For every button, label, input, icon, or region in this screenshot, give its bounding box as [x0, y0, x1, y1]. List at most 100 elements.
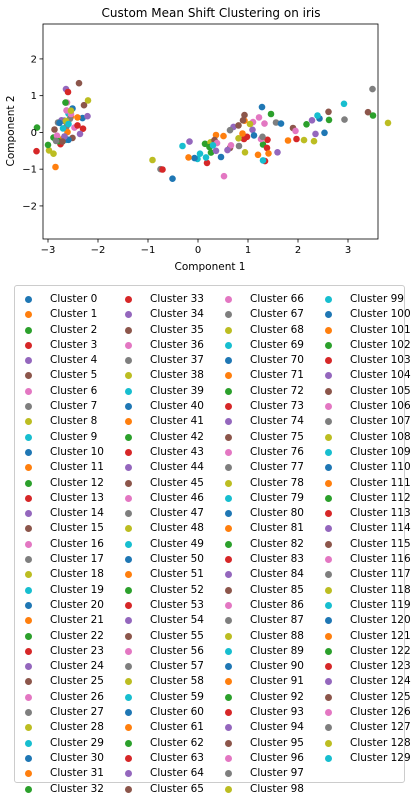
legend-label: Cluster 68: [250, 323, 304, 336]
legend-label: Cluster 13: [50, 491, 104, 504]
legend-label: Cluster 111: [350, 476, 411, 489]
scatter-chart: Custom Mean Shift Clustering on iris −3−…: [5, 6, 392, 273]
legend-marker: [225, 586, 232, 594]
scatter-point: [293, 135, 300, 143]
plot-frame: [42, 23, 379, 240]
legend-marker: [25, 494, 32, 502]
scatter-point: [235, 142, 243, 150]
legend-marker: [325, 433, 332, 441]
legend-marker: [225, 479, 232, 487]
scatter-point: [159, 166, 166, 173]
scatter-point: [364, 108, 372, 116]
scatter-point: [227, 142, 235, 149]
legend-marker: [325, 464, 332, 472]
scatter-point: [74, 122, 81, 129]
legend-label: Cluster 113: [350, 507, 411, 520]
scatter-point: [325, 116, 333, 124]
legend-marker: [25, 693, 32, 701]
scatter-point: [321, 129, 328, 137]
legend-label: Cluster 6: [50, 384, 98, 397]
scatter-point: [53, 132, 61, 139]
legend-label: Cluster 89: [250, 644, 304, 657]
scatter-point: [59, 138, 66, 145]
legend-label: Cluster 66: [250, 293, 304, 305]
legend-label: Cluster 114: [350, 522, 411, 535]
legend-marker: [25, 556, 32, 564]
legend-label: Cluster 108: [350, 430, 411, 443]
legend-label: Cluster 40: [150, 400, 204, 413]
legend-label: Cluster 85: [250, 583, 304, 596]
legend-marker: [25, 678, 32, 686]
scatter-point: [79, 114, 86, 122]
scatter-point: [196, 150, 204, 157]
legend-label: Cluster 8: [50, 415, 98, 428]
scatter-point: [217, 153, 225, 161]
scatter-point: [179, 142, 186, 150]
legend-marker: [25, 785, 32, 793]
scatter-point: [267, 110, 275, 118]
legend-label: Cluster 24: [50, 660, 104, 673]
scatter-point: [259, 157, 267, 164]
legend: Cluster 0 Cluster 1 Cluster 2 Cluster 3 Clus…: [14, 285, 411, 795]
legend-label: Cluster 16: [50, 537, 104, 550]
legend-label: Cluster 73: [250, 400, 304, 413]
scatter-point: [203, 159, 211, 167]
legend-marker: [225, 510, 232, 518]
legend-marker: [25, 647, 32, 655]
legend-label: Cluster 82: [250, 537, 304, 550]
legend-marker: [325, 754, 332, 762]
legend-marker: [125, 709, 132, 717]
legend-marker: [225, 678, 232, 686]
scatter-point: [272, 119, 280, 126]
legend-label: Cluster 58: [150, 675, 204, 688]
legend-marker: [225, 601, 232, 609]
legend-label: Cluster 43: [150, 445, 204, 458]
legend-marker: [225, 693, 232, 701]
legend-label: Cluster 70: [250, 354, 304, 367]
legend-label: Cluster 20: [50, 598, 104, 611]
legend-marker: [125, 693, 132, 701]
legend-label: Cluster 51: [150, 568, 204, 581]
legend-marker: [325, 296, 332, 303]
scatter-point: [369, 112, 377, 119]
scatter-point: [264, 136, 271, 144]
x-tick-label: −1: [141, 245, 156, 256]
legend-marker: [325, 403, 332, 411]
legend-marker: [25, 770, 32, 778]
legend-label: Cluster 92: [250, 690, 304, 703]
legend-marker: [225, 785, 232, 793]
scatter-point: [341, 116, 348, 123]
y-tick-label: −2: [22, 201, 37, 212]
legend-marker: [325, 709, 332, 717]
legend-marker: [125, 387, 132, 395]
scatter-point: [300, 136, 308, 144]
x-tick-label: 3: [345, 245, 351, 256]
scatter-point: [65, 120, 72, 128]
legend-marker: [125, 341, 132, 349]
legend-label: Cluster 88: [250, 629, 304, 642]
x-axis-label: Component 1: [175, 261, 246, 273]
scatter-point: [240, 135, 248, 143]
scatter-point: [246, 120, 254, 128]
scatter-point: [258, 103, 266, 111]
legend-marker: [225, 296, 232, 303]
legend-marker: [125, 647, 132, 655]
legend-marker: [325, 479, 332, 487]
legend-marker: [225, 663, 232, 671]
y-axis: −2 −1 0 1 2: [22, 54, 43, 212]
legend-label: Cluster 117: [350, 568, 411, 581]
legend-label: Cluster 52: [150, 583, 204, 596]
legend-label: Cluster 98: [250, 782, 304, 795]
scatter-point: [259, 133, 266, 141]
scatter-point: [369, 85, 376, 93]
legend-marker: [25, 663, 32, 671]
legend-marker: [25, 739, 32, 747]
x-tick-label: 2: [295, 245, 301, 256]
legend-label: Cluster 99: [350, 293, 404, 305]
scatter-point: [212, 147, 220, 155]
legend-label: Cluster 21: [50, 614, 104, 627]
legend-label: Cluster 74: [250, 415, 304, 428]
legend-marker: [125, 296, 132, 303]
legend-label: Cluster 118: [350, 583, 411, 596]
legend-label: Cluster 3: [50, 338, 98, 351]
